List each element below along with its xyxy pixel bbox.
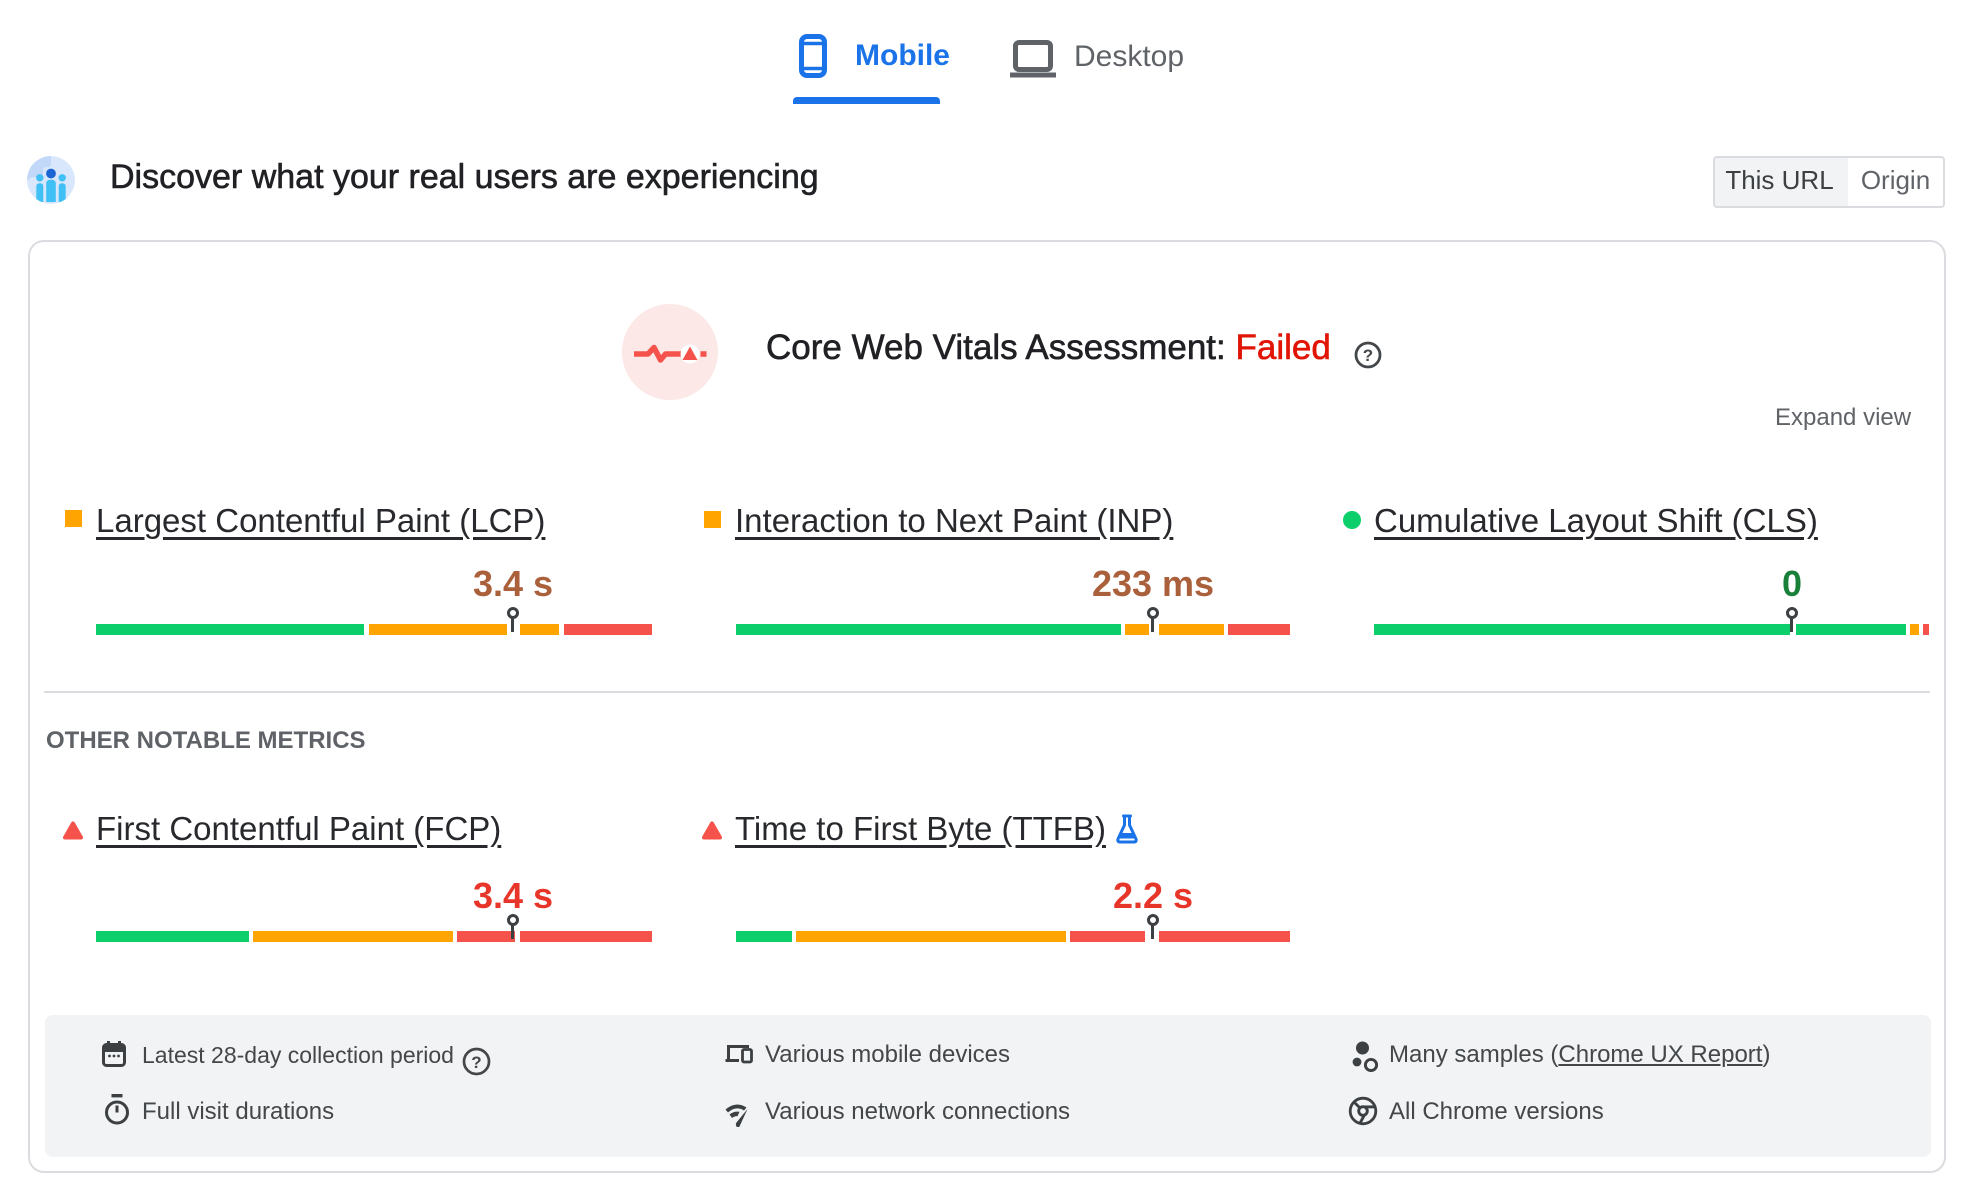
svg-text:?: ? bbox=[1363, 346, 1373, 365]
svg-text:?: ? bbox=[471, 1053, 481, 1072]
